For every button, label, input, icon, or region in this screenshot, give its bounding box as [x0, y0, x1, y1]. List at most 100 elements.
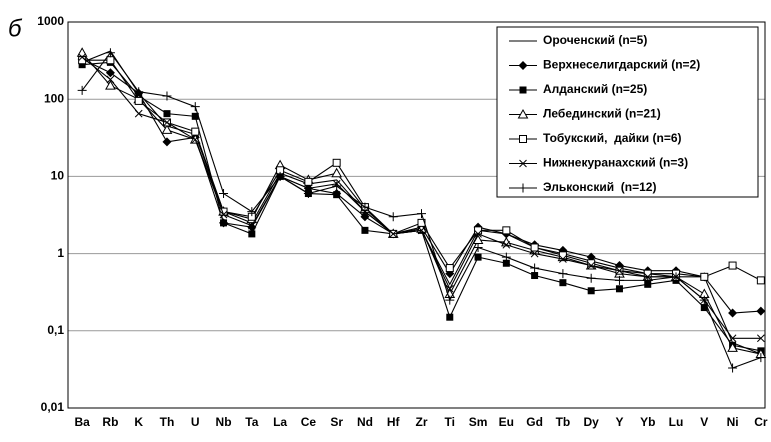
marker — [361, 226, 369, 234]
x-tick-label: Rb — [102, 415, 118, 429]
marker — [304, 184, 313, 193]
marker — [530, 263, 540, 273]
marker — [134, 109, 143, 118]
marker — [333, 191, 341, 199]
marker — [728, 363, 738, 373]
marker — [446, 313, 454, 321]
marker — [220, 219, 228, 227]
x-tick-label: Y — [615, 415, 623, 429]
marker — [699, 295, 709, 305]
x-tick-label: Nb — [216, 415, 232, 429]
y-tick-label: 10 — [51, 169, 65, 183]
marker — [78, 53, 86, 62]
x-tick-label: Ce — [301, 415, 317, 429]
marker — [474, 230, 482, 238]
marker — [757, 334, 765, 343]
marker — [445, 284, 454, 293]
marker — [360, 202, 370, 212]
x-tick-label: K — [134, 415, 143, 429]
marker — [105, 80, 116, 90]
marker — [756, 353, 766, 363]
marker — [191, 127, 200, 136]
marker — [587, 259, 596, 268]
marker — [474, 253, 482, 261]
marker — [78, 61, 86, 69]
x-tick-label: Lu — [669, 415, 684, 429]
marker — [76, 47, 88, 57]
marker — [728, 308, 738, 318]
marker — [519, 159, 527, 168]
marker — [445, 295, 455, 305]
marker — [728, 261, 737, 270]
marker — [517, 108, 529, 119]
plot-frame — [67, 21, 766, 409]
marker — [106, 56, 115, 65]
marker — [559, 279, 567, 287]
marker — [303, 189, 313, 199]
marker — [728, 334, 737, 343]
marker — [417, 209, 426, 219]
y-tick-label: 0,01 — [41, 400, 65, 414]
x-tick-label: U — [191, 415, 200, 429]
marker — [700, 304, 708, 312]
x-tick-label: Sr — [330, 415, 343, 429]
marker — [191, 135, 200, 144]
x-tick-label: Zr — [416, 415, 428, 429]
marker — [519, 135, 527, 143]
marker — [558, 251, 567, 260]
marker — [559, 255, 567, 263]
marker — [587, 287, 595, 295]
marker — [161, 124, 173, 134]
marker — [105, 68, 115, 78]
x-tick-label: V — [700, 415, 708, 429]
marker — [162, 137, 172, 147]
marker — [558, 269, 568, 279]
marker — [671, 272, 681, 282]
marker — [389, 230, 398, 238]
x-tick-label: Sm — [469, 415, 488, 429]
marker — [105, 48, 115, 58]
marker — [247, 221, 256, 230]
legend-label: Нижнекуранахский (n=3) — [543, 156, 688, 170]
marker — [502, 259, 510, 267]
legend-label: Лебединский (n=21) — [543, 107, 661, 121]
legend-label: Эльконский (n=12) — [543, 180, 656, 194]
marker — [756, 306, 766, 316]
marker — [474, 226, 483, 235]
marker — [219, 189, 229, 199]
x-tick-label: Tb — [556, 415, 571, 429]
marker — [163, 110, 171, 118]
y-tick-label: 0,1 — [47, 323, 64, 337]
marker — [219, 210, 228, 219]
marker — [162, 91, 172, 101]
x-tick-label: Gd — [526, 415, 543, 429]
marker — [501, 252, 511, 262]
legend-label: Алданский (n=25) — [543, 82, 647, 96]
x-tick-label: Nd — [357, 415, 373, 429]
marker — [700, 272, 709, 281]
marker — [586, 273, 596, 283]
marker — [248, 230, 256, 238]
marker — [615, 266, 624, 275]
x-tick-label: Ti — [445, 415, 455, 429]
x-tick-label: Eu — [499, 415, 514, 429]
x-tick-label: Cr — [754, 415, 768, 429]
marker — [473, 242, 483, 252]
marker — [332, 158, 341, 167]
x-tick-label: Ta — [245, 415, 258, 429]
x-tick-label: Th — [160, 415, 175, 429]
marker — [304, 177, 313, 186]
x-tick-label: Dy — [584, 415, 600, 429]
marker — [502, 240, 511, 249]
marker — [332, 181, 342, 191]
marker — [190, 102, 200, 112]
marker — [77, 85, 87, 95]
marker — [502, 226, 511, 235]
legend-box — [496, 26, 759, 198]
legend-label: Ороченский (n=5) — [543, 33, 647, 47]
marker — [417, 226, 426, 235]
marker — [445, 264, 454, 273]
marker — [134, 96, 143, 105]
marker — [614, 275, 624, 285]
